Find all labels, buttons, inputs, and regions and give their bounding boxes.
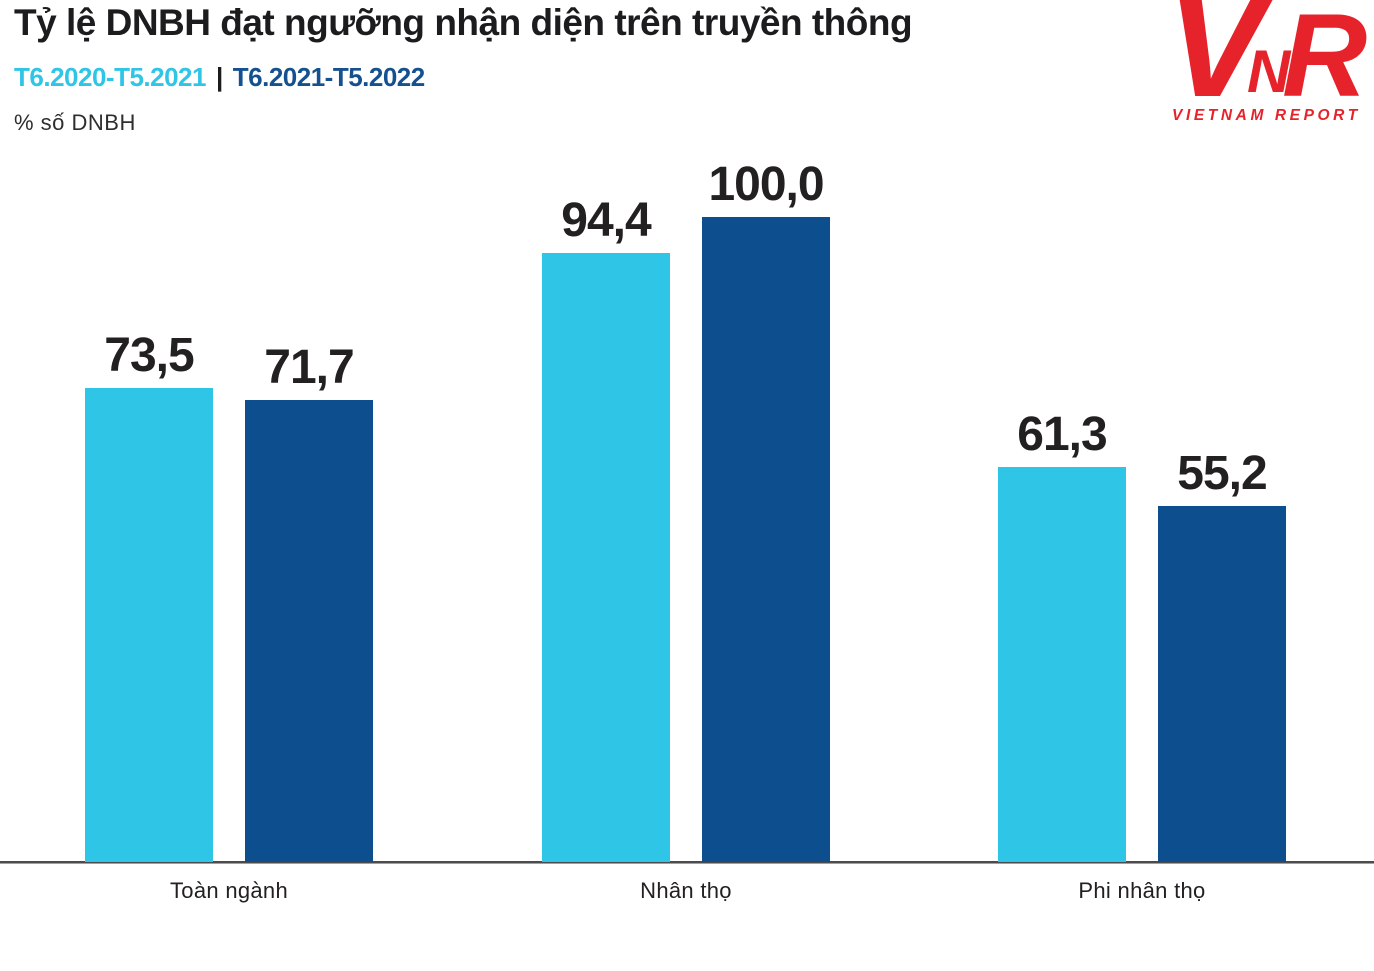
bar-rect xyxy=(245,400,373,862)
bar-value-label: 71,7 xyxy=(264,341,354,394)
bar-rect xyxy=(702,217,830,862)
bar-group-1-series-2: 71,7 xyxy=(245,344,373,862)
logo-letter-r-icon: R xyxy=(1282,0,1367,122)
bar-group-3-series-1: 61,3 xyxy=(998,411,1126,862)
logo-wordmark: VIETNAM REPORT xyxy=(1172,107,1361,124)
bar-group-1-series-1: 73,5 xyxy=(85,332,213,862)
bar-group-2-series-1: 94,4 xyxy=(542,197,670,862)
logo-letter-v-icon: V xyxy=(1166,0,1277,128)
category-label-2: Nhân thọ xyxy=(640,878,732,903)
bar-rect xyxy=(85,388,213,862)
bar-value-label: 100,0 xyxy=(708,158,824,211)
legend-separator: | xyxy=(215,62,223,92)
legend-series2-label: T6.2021-T5.2022 xyxy=(232,62,425,92)
bar-group-2-series-2: 100,0 xyxy=(702,161,830,862)
bar-group-3-series-2: 55,2 xyxy=(1158,450,1286,862)
bar-value-label: 55,2 xyxy=(1177,447,1267,500)
bar-value-label: 73,5 xyxy=(104,329,194,382)
x-axis-line xyxy=(0,861,1374,864)
bar-value-label: 61,3 xyxy=(1017,408,1107,461)
vnr-logo: V N R VIETNAM REPORT xyxy=(1166,0,1367,128)
y-axis-unit-label: % số DNBH xyxy=(14,110,136,135)
page-title: Tỷ lệ DNBH đạt ngưỡng nhận diện trên tru… xyxy=(14,2,913,43)
bar-value-label: 94,4 xyxy=(561,194,651,247)
logo-letter-n-icon: N xyxy=(1247,38,1292,105)
legend-series1-label: T6.2020-T5.2021 xyxy=(14,62,206,92)
category-label-1: Toàn ngành xyxy=(170,878,288,903)
bar-rect xyxy=(1158,506,1286,862)
legend: T6.2020-T5.2021 | T6.2021-T5.2022 xyxy=(14,62,425,93)
category-label-3: Phi nhân thọ xyxy=(1078,878,1206,903)
bar-rect xyxy=(542,253,670,862)
bar-rect xyxy=(998,467,1126,862)
